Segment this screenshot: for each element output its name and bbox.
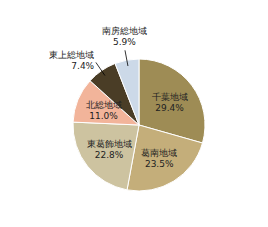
svg-text:東上総地域7.4%: 東上総地域7.4%	[49, 50, 94, 71]
svg-text:千葉地域29.4%: 千葉地域29.4%	[152, 92, 188, 113]
svg-text:葛南地域23.5%: 葛南地域23.5%	[141, 148, 177, 169]
svg-text:東葛飾地域22.8%: 東葛飾地域22.8%	[87, 139, 132, 160]
svg-text:南房総地域5.9%: 南房総地域5.9%	[102, 26, 147, 47]
svg-text:北総地域11.0%: 北総地域11.0%	[86, 100, 122, 121]
